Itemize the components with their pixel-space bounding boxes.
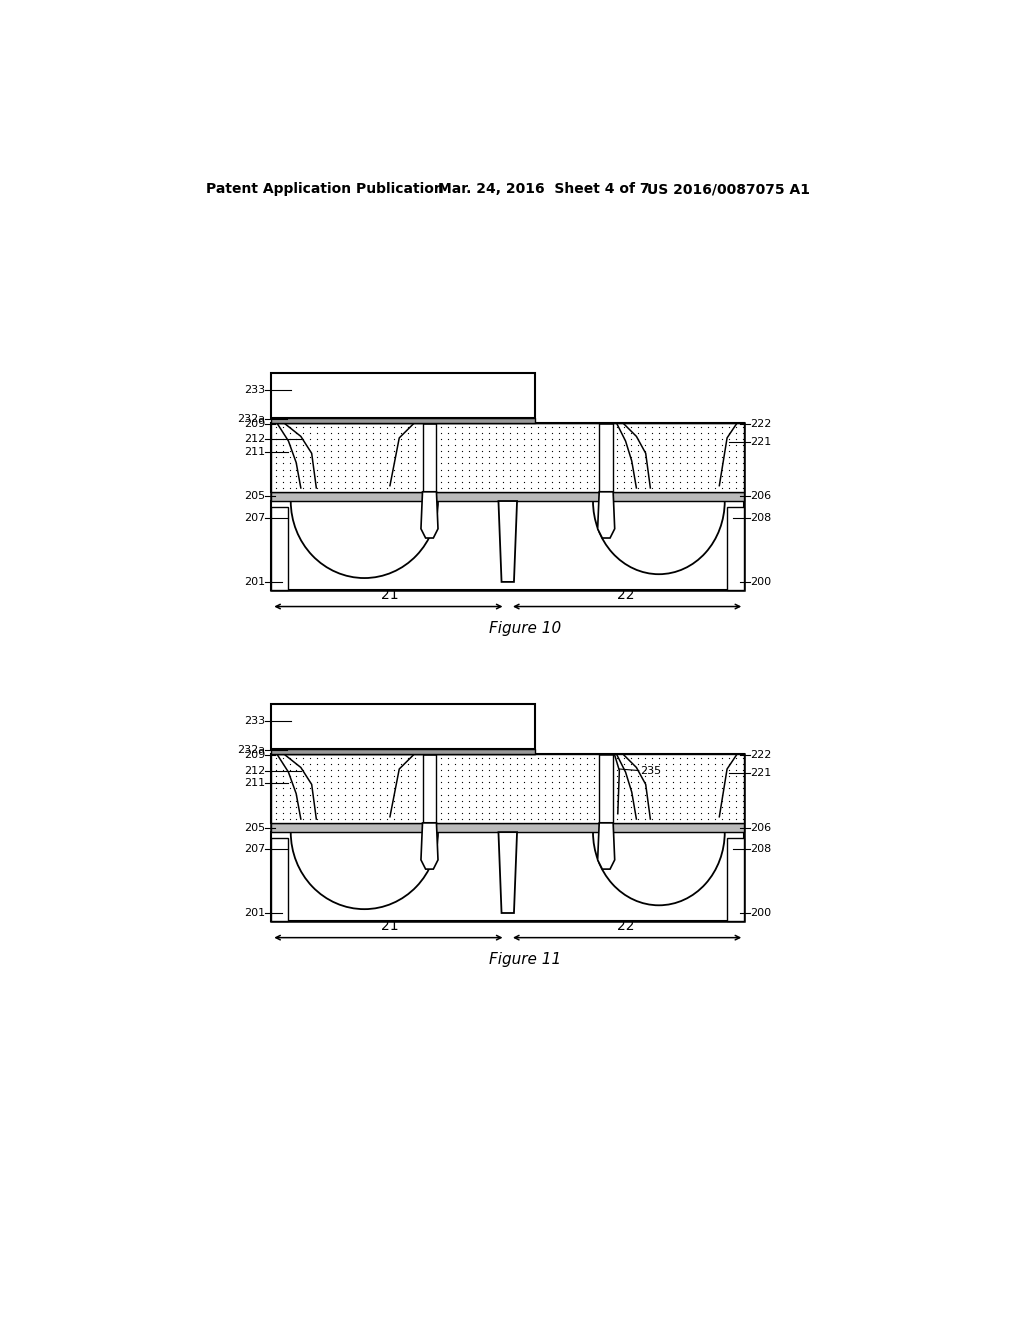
- Text: 222: 222: [751, 418, 772, 429]
- Bar: [613, 754, 744, 822]
- Bar: [271, 748, 535, 754]
- Bar: [613, 422, 744, 492]
- Bar: [271, 822, 744, 832]
- Text: US 2016/0087075 A1: US 2016/0087075 A1: [647, 182, 810, 197]
- Text: 235: 235: [640, 766, 662, 776]
- Text: 211: 211: [244, 777, 265, 788]
- Bar: [727, 507, 744, 590]
- Polygon shape: [598, 492, 614, 539]
- Text: 208: 208: [751, 843, 771, 854]
- Text: 221: 221: [751, 437, 771, 446]
- Text: 208: 208: [751, 513, 771, 523]
- Text: 21: 21: [381, 587, 398, 602]
- Text: 212: 212: [244, 434, 265, 445]
- Text: 233: 233: [244, 717, 265, 726]
- Text: 209: 209: [244, 418, 265, 429]
- Text: 209: 209: [244, 750, 265, 760]
- Text: 212: 212: [244, 766, 265, 776]
- Text: 207: 207: [244, 513, 265, 523]
- Bar: [271, 422, 744, 590]
- Text: Figure 10: Figure 10: [488, 620, 561, 636]
- Bar: [727, 838, 744, 921]
- Text: 206: 206: [751, 822, 771, 833]
- Text: Mar. 24, 2016  Sheet 4 of 7: Mar. 24, 2016 Sheet 4 of 7: [438, 182, 649, 197]
- Text: 232a: 232a: [237, 744, 265, 755]
- Text: Patent Application Publication: Patent Application Publication: [206, 182, 443, 197]
- Text: Figure 11: Figure 11: [488, 952, 561, 966]
- Bar: [271, 374, 535, 418]
- Text: 200: 200: [751, 577, 771, 587]
- Text: 200: 200: [751, 908, 771, 917]
- Polygon shape: [499, 502, 517, 582]
- Polygon shape: [499, 832, 517, 913]
- Polygon shape: [421, 822, 438, 869]
- Text: 205: 205: [244, 822, 265, 833]
- Bar: [271, 422, 744, 492]
- Bar: [271, 502, 744, 590]
- Text: 21: 21: [381, 919, 398, 933]
- Bar: [271, 754, 744, 921]
- Bar: [271, 492, 744, 502]
- Text: 206: 206: [751, 491, 771, 502]
- Text: 201: 201: [244, 908, 265, 917]
- Polygon shape: [421, 492, 438, 539]
- Bar: [271, 838, 289, 921]
- Text: 233: 233: [244, 385, 265, 395]
- Text: 221: 221: [751, 768, 771, 777]
- Bar: [271, 422, 423, 492]
- Bar: [271, 507, 289, 590]
- Bar: [271, 832, 744, 921]
- Bar: [271, 418, 535, 422]
- Text: 231a: 231a: [474, 391, 534, 421]
- Text: 222: 222: [751, 750, 772, 760]
- Bar: [436, 754, 599, 822]
- Text: 211: 211: [244, 446, 265, 457]
- Bar: [271, 705, 535, 748]
- Bar: [271, 754, 423, 822]
- Text: 22: 22: [617, 587, 635, 602]
- Text: 201: 201: [244, 577, 265, 587]
- Bar: [436, 422, 599, 492]
- Polygon shape: [598, 822, 614, 869]
- Text: 22: 22: [617, 919, 635, 933]
- Text: 232a: 232a: [237, 413, 265, 424]
- Text: 207: 207: [244, 843, 265, 854]
- Bar: [271, 754, 744, 822]
- Text: 205: 205: [244, 491, 265, 502]
- Text: 231a: 231a: [474, 722, 534, 752]
